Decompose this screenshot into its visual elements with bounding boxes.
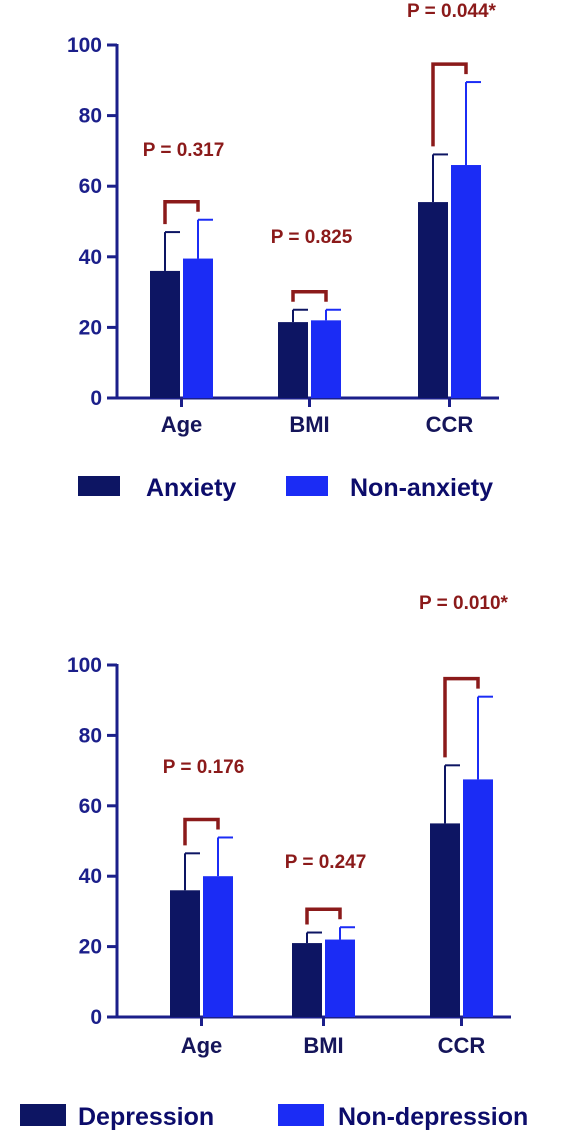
- p-value-label: P = 0.825: [271, 227, 353, 248]
- legend-label-2: Non-depression: [338, 1103, 528, 1131]
- depression-chart-svg: 0 20 40 60 80 100 Age P = 0.176 BMI P = 0.247 CCR P…: [20, 593, 528, 1131]
- legend-swatch-2: [278, 1104, 324, 1126]
- y-tick-label: 60: [79, 175, 102, 198]
- category-label: BMI: [303, 1033, 343, 1058]
- p-value-label: P = 0.044*: [407, 1, 497, 22]
- y-tick-label: 100: [67, 654, 102, 677]
- legend-label-2: Non-anxiety: [350, 474, 493, 502]
- significance-bracket: [183, 817, 220, 846]
- p-value-label: P = 0.247: [285, 852, 367, 873]
- p-value-label: P = 0.317: [143, 140, 225, 161]
- significance-bracket: [305, 907, 342, 925]
- category-label: Age: [161, 412, 203, 437]
- legend-label-1: Anxiety: [146, 474, 236, 502]
- significance-bracket: [291, 290, 328, 302]
- significance-bracket: [443, 676, 480, 758]
- bar-1-bmi: [278, 322, 308, 398]
- significance-bracket: [163, 199, 200, 225]
- y-tick-label: 60: [79, 795, 102, 818]
- category-label: CCR: [426, 412, 474, 437]
- bar-2-age: [183, 258, 213, 398]
- legend-label-1: Depression: [78, 1103, 214, 1131]
- bar-2-ccr: [451, 165, 481, 398]
- category-label: BMI: [289, 412, 329, 437]
- bar-1-bmi: [292, 943, 322, 1017]
- bar-2-ccr: [463, 779, 493, 1017]
- p-value-label: P = 0.010*: [419, 593, 509, 614]
- depression-chart: 0 20 40 60 80 100 Age P = 0.176 BMI P = 0.247 CCR P…: [0, 575, 574, 1143]
- significance-bracket: [431, 62, 468, 147]
- y-tick-label: 40: [79, 865, 102, 888]
- legend-swatch-2: [286, 476, 328, 496]
- category-label: Age: [181, 1033, 223, 1058]
- bar-1-age: [150, 270, 180, 398]
- bar-1-ccr: [418, 202, 448, 398]
- p-value-label: P = 0.176: [163, 757, 245, 778]
- bar-2-bmi: [311, 320, 341, 398]
- bar-2-bmi: [325, 939, 355, 1017]
- y-tick-label: 80: [79, 724, 102, 747]
- bar-1-ccr: [430, 823, 460, 1017]
- anxiety-chart: 0 20 40 60 80 100 Age P = 0.317 BMI P = 0.825 CCR P…: [0, 0, 574, 520]
- y-tick-label: 80: [79, 105, 102, 128]
- bar-2-age: [203, 876, 233, 1017]
- anxiety-chart-svg: 0 20 40 60 80 100 Age P = 0.317 BMI P = 0.825 CCR P…: [67, 1, 499, 502]
- category-label: CCR: [438, 1033, 486, 1058]
- y-tick-label: 100: [67, 34, 102, 57]
- legend-swatch-1: [78, 476, 120, 496]
- y-tick-label: 0: [90, 1006, 102, 1029]
- y-tick-label: 0: [90, 387, 102, 410]
- y-tick-label: 20: [79, 936, 102, 959]
- y-tick-label: 20: [79, 316, 102, 339]
- bar-1-age: [170, 890, 200, 1017]
- y-tick-label: 40: [79, 246, 102, 269]
- legend-swatch-1: [20, 1104, 66, 1126]
